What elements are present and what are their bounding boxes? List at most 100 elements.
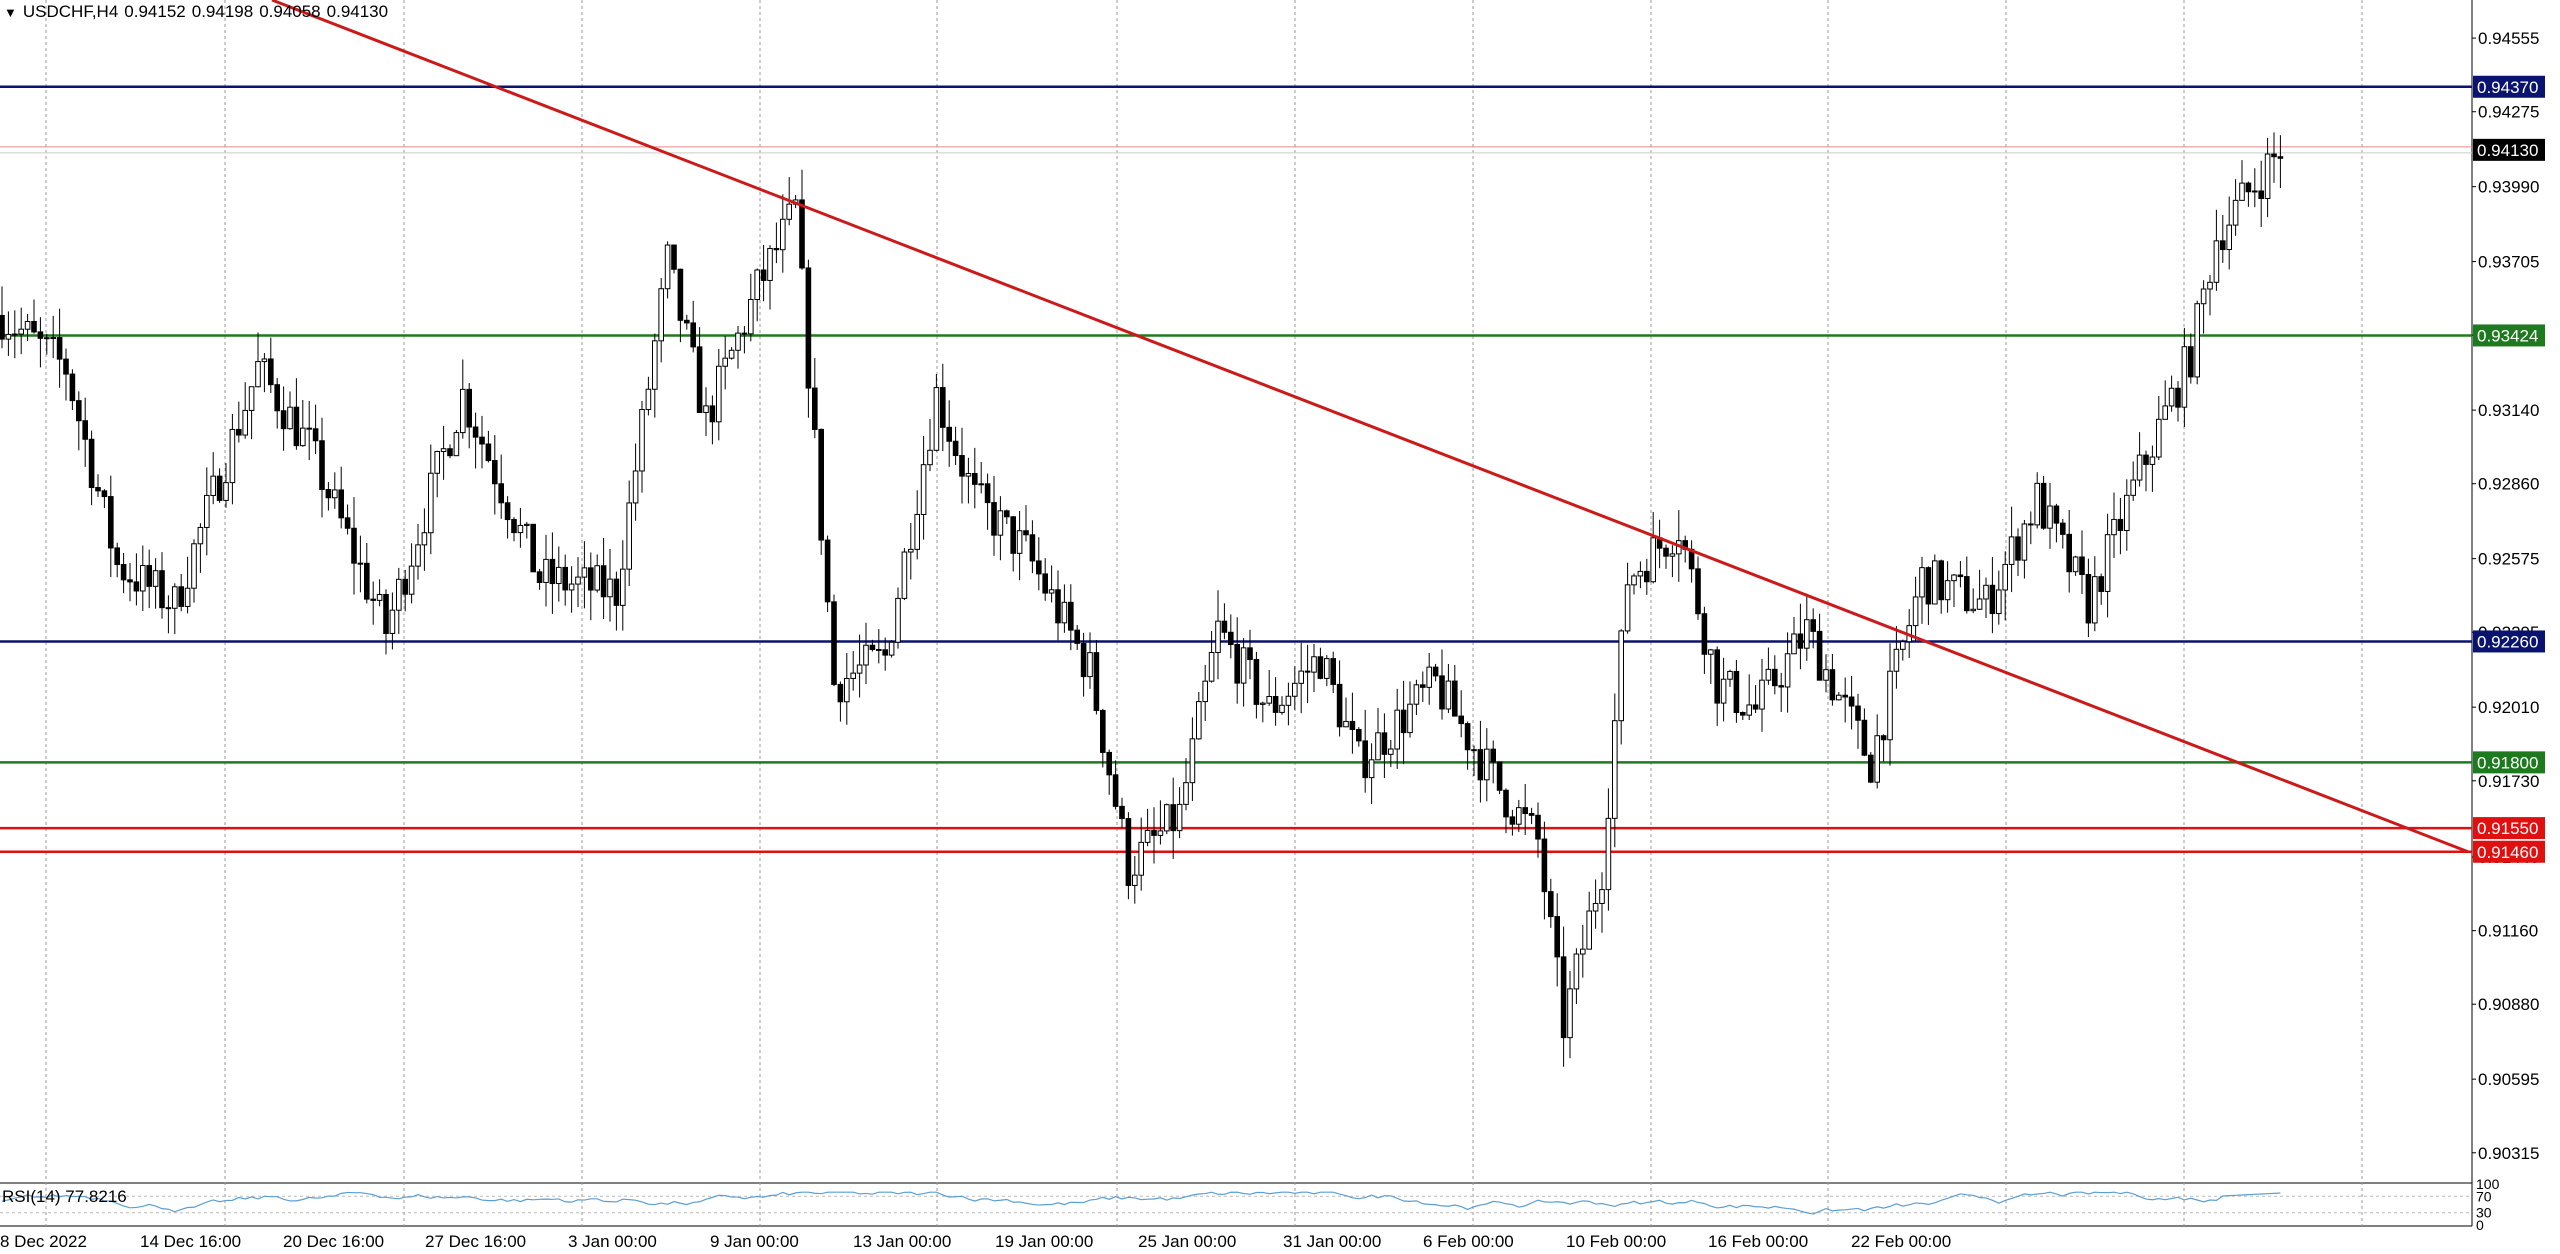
candle-body xyxy=(1548,891,1554,918)
candle-body xyxy=(1720,678,1727,704)
candle-body xyxy=(1010,516,1017,554)
candle-body xyxy=(1746,704,1753,716)
candle-body xyxy=(56,337,63,360)
candle-body xyxy=(1272,696,1279,713)
candle-body xyxy=(1292,682,1298,697)
candle-body xyxy=(1023,530,1029,536)
candle-body xyxy=(1919,567,1925,598)
horizontal-levels[interactable] xyxy=(0,85,2472,854)
candle-body xyxy=(1048,589,1055,594)
candle-body xyxy=(1477,749,1484,781)
candle-body xyxy=(594,565,601,591)
candle-series xyxy=(0,132,2284,1067)
x-tick-label: 22 Feb 00:00 xyxy=(1851,1232,1951,1251)
candle-body xyxy=(402,578,408,595)
candle-body xyxy=(1797,633,1804,649)
candle-body xyxy=(2072,556,2079,573)
candle-body xyxy=(2220,240,2226,251)
candle-body xyxy=(1458,715,1465,725)
candle-body xyxy=(952,440,959,457)
x-tick-label: 8 Dec 2022 xyxy=(0,1232,87,1251)
candle-body xyxy=(946,426,953,442)
candle-body xyxy=(920,464,927,515)
level-label-box xyxy=(2473,751,2545,774)
candle-body xyxy=(652,340,658,390)
candle-body xyxy=(2060,522,2066,535)
candle-body xyxy=(895,597,901,643)
candle-body xyxy=(2085,573,2092,624)
candle-body xyxy=(248,386,255,411)
candle-body xyxy=(1183,782,1189,805)
trendline-layer[interactable] xyxy=(271,0,2469,854)
candle-body xyxy=(261,358,268,363)
candle-body xyxy=(1893,648,1900,672)
candle-body xyxy=(1452,680,1458,717)
candle-body xyxy=(1445,680,1452,710)
candle-body xyxy=(344,517,351,529)
candle-body xyxy=(140,565,146,592)
candle-body xyxy=(1637,570,1644,577)
candle-body xyxy=(447,448,453,457)
y-tick-label: 0.92575 xyxy=(2478,550,2539,569)
candle-body xyxy=(1714,649,1721,704)
candle-body xyxy=(1279,704,1285,713)
candle-body xyxy=(1855,705,1861,721)
candle-body xyxy=(511,519,517,534)
candle-body xyxy=(1464,723,1471,751)
candle-body xyxy=(1112,774,1119,807)
candle-body xyxy=(1298,670,1305,684)
candle-body xyxy=(703,405,709,413)
candle-body xyxy=(1996,589,2002,615)
candle-body xyxy=(1394,709,1401,750)
candle-body xyxy=(210,475,216,496)
candle-body xyxy=(869,644,876,650)
candle-body xyxy=(1106,751,1113,776)
candle-body xyxy=(876,648,882,651)
candle-body xyxy=(1432,666,1439,677)
candle-body xyxy=(1266,696,1273,704)
candle-body xyxy=(1016,530,1023,554)
candle-body xyxy=(1772,668,1778,687)
candle-body xyxy=(2002,563,2009,591)
candle-body xyxy=(37,331,44,339)
level-label-box xyxy=(2473,840,2545,863)
candle-body xyxy=(1202,680,1209,703)
candle-body xyxy=(1983,584,1989,600)
candle-body xyxy=(716,365,722,423)
candle-body xyxy=(2213,240,2220,283)
candle-body xyxy=(754,269,761,300)
candle-body xyxy=(1439,675,1445,710)
candle-body xyxy=(940,387,946,428)
candle-body xyxy=(2188,346,2194,378)
y-tick-label: 0.90595 xyxy=(2478,1070,2539,1089)
candle-body xyxy=(236,428,242,436)
candle-body xyxy=(991,502,997,536)
candle-body xyxy=(556,566,562,585)
x-tick-label: 14 Dec 16:00 xyxy=(140,1232,241,1251)
candle-body xyxy=(978,483,985,486)
candle-body xyxy=(1196,701,1202,740)
candle-body xyxy=(1208,652,1215,682)
candle-body xyxy=(1413,684,1420,705)
candle-body xyxy=(2021,523,2028,561)
candle-body xyxy=(856,664,863,674)
candle-body xyxy=(760,269,767,281)
candle-body xyxy=(1100,709,1106,753)
candle-body xyxy=(1330,658,1337,685)
candle-body xyxy=(338,489,344,519)
candle-body xyxy=(1759,679,1765,710)
candle-body xyxy=(645,388,652,411)
candle-body xyxy=(1336,683,1343,728)
candle-body xyxy=(351,527,357,564)
level-label-box xyxy=(2473,630,2545,653)
candle-body xyxy=(1253,658,1260,705)
candle-body xyxy=(2053,505,2060,524)
candle-body xyxy=(2098,576,2104,592)
candle-body xyxy=(1304,670,1311,673)
candle-body xyxy=(2264,153,2271,199)
symbol-label: USDCHF,H4 xyxy=(22,2,119,21)
close-value: 0.94130 xyxy=(326,2,389,21)
rsi-line xyxy=(1,1191,2281,1215)
level-label-text: 0.91550 xyxy=(2477,819,2538,838)
collapse-triangle-icon[interactable]: ▼ xyxy=(4,4,17,20)
